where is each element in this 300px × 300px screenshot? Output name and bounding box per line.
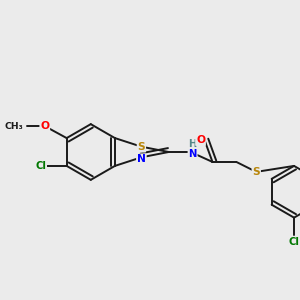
Text: CH₃: CH₃ [4, 122, 23, 130]
Text: S: S [252, 167, 260, 177]
Text: H: H [188, 139, 197, 149]
Text: S: S [138, 142, 145, 152]
Text: N: N [188, 149, 197, 159]
Text: Cl: Cl [35, 161, 46, 171]
Text: Cl: Cl [289, 236, 299, 247]
Text: O: O [196, 135, 205, 145]
Text: O: O [40, 121, 49, 131]
Text: N: N [137, 154, 146, 164]
